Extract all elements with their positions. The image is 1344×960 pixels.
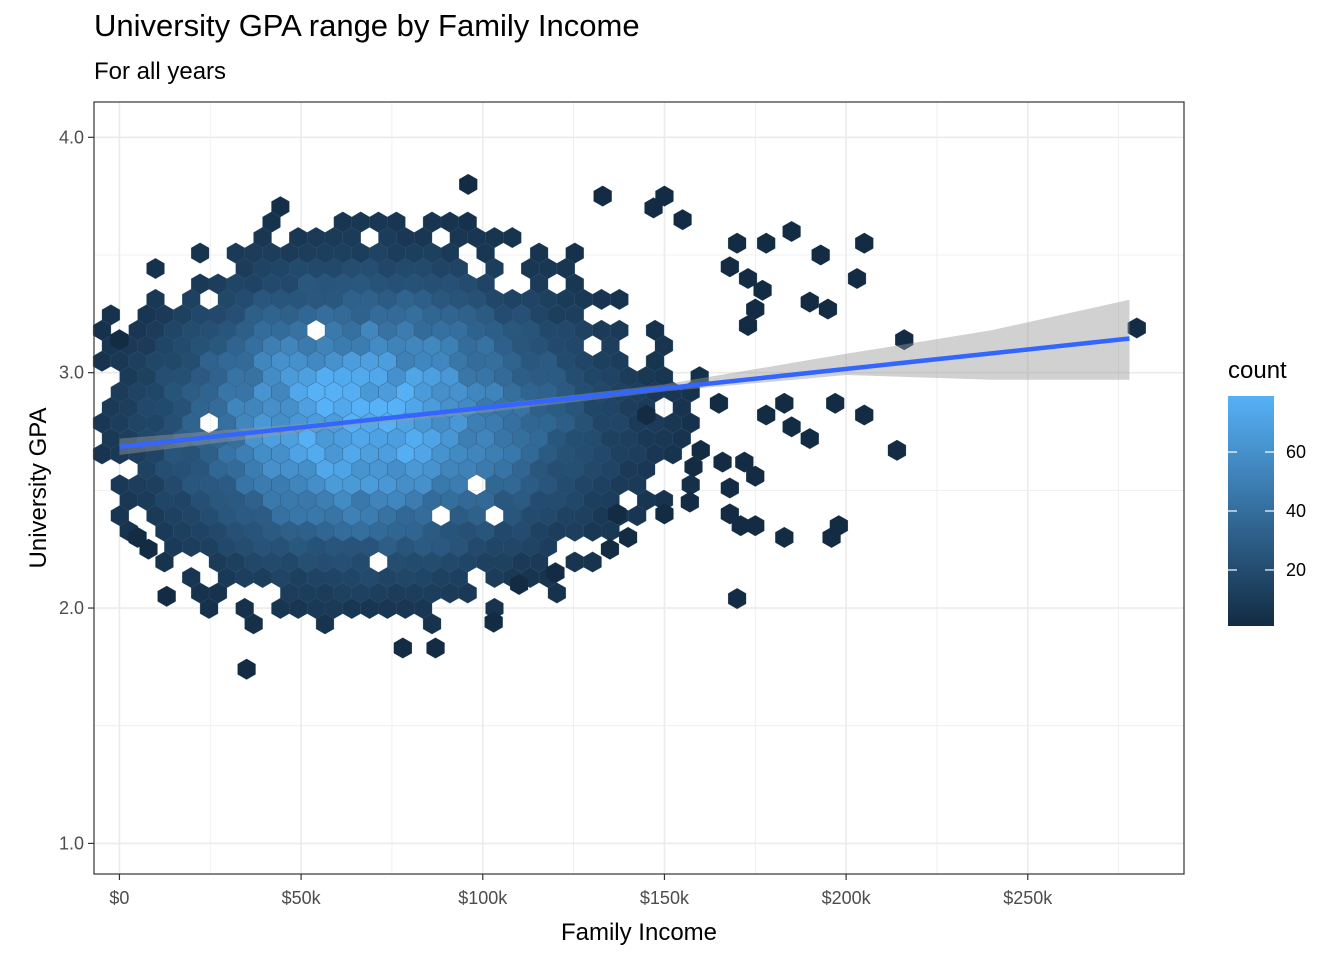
hex-cell-outlier xyxy=(619,526,638,548)
hex-cell-outlier xyxy=(818,298,838,320)
confidence-band xyxy=(119,299,1130,455)
hex-cell-outlier xyxy=(855,232,874,254)
hex-cell-outlier xyxy=(800,291,819,313)
hex-cell-outlier xyxy=(720,477,739,499)
hex-cell xyxy=(244,613,263,635)
hex-cell-outlier xyxy=(829,515,848,537)
hex-cell-outlier xyxy=(728,232,747,254)
hex-cell xyxy=(199,597,219,619)
hex-cell-outlier xyxy=(728,588,747,610)
hex-cell-outlier xyxy=(546,562,565,584)
x-tick-label: $0 xyxy=(109,888,129,908)
chart-title: University GPA range by Family Income xyxy=(94,8,640,43)
trend-line-group xyxy=(119,336,1130,450)
hex-cell-outlier xyxy=(782,416,801,438)
hex-cell-outlier xyxy=(139,538,158,560)
hex-cell xyxy=(422,613,442,635)
hex-cell-outlier xyxy=(484,611,503,633)
hex-cell-outlier xyxy=(600,538,620,560)
hex-cell-outlier xyxy=(757,232,776,254)
hex-cell-outlier xyxy=(393,637,412,659)
y-tick-label: 1.0 xyxy=(59,833,84,853)
hex-cell-outlier xyxy=(855,404,874,426)
hex-cell-outlier xyxy=(775,392,794,414)
legend-title: count xyxy=(1228,357,1287,384)
chart-subtitle: For all years xyxy=(94,58,227,85)
x-axis: $0 $50k $100k $150k $200k $250k xyxy=(109,874,1053,908)
hex-cell xyxy=(583,551,602,573)
x-tick-label: $50k xyxy=(282,888,322,908)
hex-cell-outlier xyxy=(757,404,776,426)
hex-cell-outlier xyxy=(237,658,256,680)
confidence-band-group xyxy=(119,299,1130,455)
hex-cell-outlier xyxy=(811,244,830,266)
hex-cell xyxy=(458,582,477,604)
legend-tick-label: 40 xyxy=(1286,501,1306,521)
hex-cell-outlier xyxy=(887,439,907,461)
hex-cell-outlier xyxy=(608,503,627,525)
hex-cell-outlier xyxy=(826,392,845,414)
hex-cell-outlier xyxy=(426,637,445,659)
hex-cell-outlier xyxy=(713,451,732,473)
legend: count 20 40 60 xyxy=(1228,357,1306,626)
hex-cell-outlier xyxy=(655,503,674,525)
plot-border xyxy=(93,101,1185,875)
hex-cell xyxy=(146,258,165,279)
hex-cell xyxy=(610,288,629,310)
hex-cell xyxy=(191,242,210,264)
hex-cell-outlier xyxy=(800,428,819,450)
hex-cell-outlier xyxy=(775,526,794,548)
hex-cell-outlier xyxy=(110,329,129,351)
y-axis-title: University GPA xyxy=(25,408,52,569)
hex-cell-outlier xyxy=(157,585,176,607)
legend-ticks: 20 40 60 xyxy=(1228,442,1306,580)
hex-cell-outlier xyxy=(673,209,692,231)
x-tick-label: $200k xyxy=(822,888,872,908)
hex-cell xyxy=(155,551,174,573)
x-axis-title: Family Income xyxy=(561,919,717,946)
hex-cell-outlier xyxy=(593,185,612,207)
hex-cell-outlier xyxy=(720,256,739,278)
hex-cell xyxy=(485,597,504,619)
hex-cell-outlier xyxy=(1127,317,1146,339)
hex-cell-outlier xyxy=(847,268,867,289)
hex-cell-outlier xyxy=(644,197,663,219)
y-tick-label: 4.0 xyxy=(59,127,84,147)
hex-cell-outlier xyxy=(709,392,729,414)
hex-cell-outlier xyxy=(691,439,710,461)
hex-cell-outlier xyxy=(746,465,765,487)
hex-cell-outlier xyxy=(510,574,529,595)
x-tick-label: $150k xyxy=(640,888,690,908)
hex-cell xyxy=(654,489,674,511)
y-axis: 1.0 2.0 3.0 4.0 xyxy=(59,127,94,853)
hex-cell-outlier xyxy=(459,173,478,195)
hex-cell-outlier xyxy=(782,221,801,242)
hex-cell xyxy=(503,227,522,249)
hex-cell-outlier xyxy=(895,329,914,351)
x-tick-label: $100k xyxy=(458,888,508,908)
y-tick-label: 3.0 xyxy=(59,363,84,383)
y-tick-label: 2.0 xyxy=(59,598,84,618)
hexbin-cells xyxy=(92,173,1146,680)
hex-cell-outlier xyxy=(680,491,699,513)
hex-cell-outlier xyxy=(746,298,765,320)
hex-cell-outlier xyxy=(753,279,772,301)
hex-cell xyxy=(315,613,335,635)
legend-tick-label: 60 xyxy=(1286,442,1306,462)
x-tick-label: $250k xyxy=(1003,888,1053,908)
hex-cell xyxy=(663,443,682,465)
trend-line xyxy=(119,336,1130,450)
hex-cell xyxy=(547,582,566,604)
hex-cell xyxy=(628,505,647,527)
hex-cell-outlier xyxy=(746,515,765,537)
hex-cell-outlier xyxy=(637,404,656,426)
legend-tick-label: 20 xyxy=(1286,560,1306,580)
